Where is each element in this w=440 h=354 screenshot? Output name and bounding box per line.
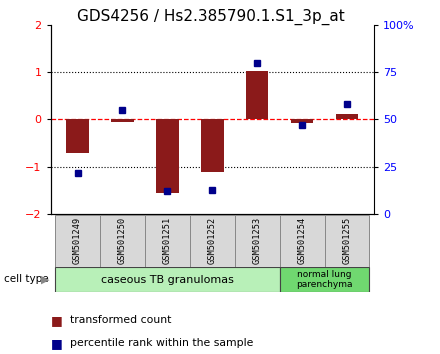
- Text: GSM501249: GSM501249: [73, 216, 82, 264]
- Text: GSM501252: GSM501252: [208, 216, 217, 264]
- FancyBboxPatch shape: [280, 267, 370, 292]
- Bar: [111, 119, 134, 122]
- Text: GSM501250: GSM501250: [118, 216, 127, 264]
- Text: cell type: cell type: [4, 274, 49, 284]
- FancyBboxPatch shape: [55, 215, 100, 267]
- Bar: [246, 71, 268, 119]
- FancyBboxPatch shape: [280, 215, 325, 267]
- FancyBboxPatch shape: [235, 215, 280, 267]
- FancyBboxPatch shape: [325, 215, 370, 267]
- Text: percentile rank within the sample: percentile rank within the sample: [70, 338, 254, 348]
- Text: normal lung
parenchyma: normal lung parenchyma: [297, 270, 353, 289]
- FancyBboxPatch shape: [190, 215, 235, 267]
- Text: ■: ■: [51, 314, 62, 327]
- FancyBboxPatch shape: [145, 215, 190, 267]
- Bar: [336, 114, 358, 119]
- Text: GSM501254: GSM501254: [297, 216, 307, 264]
- Text: GSM501251: GSM501251: [163, 216, 172, 264]
- Bar: [156, 119, 179, 193]
- Bar: [291, 119, 313, 123]
- Text: GSM501255: GSM501255: [343, 216, 352, 264]
- FancyBboxPatch shape: [55, 267, 280, 292]
- Text: GDS4256 / Hs2.385790.1.S1_3p_at: GDS4256 / Hs2.385790.1.S1_3p_at: [77, 9, 345, 25]
- Bar: [66, 119, 89, 153]
- Bar: [201, 119, 224, 172]
- Text: ■: ■: [51, 337, 62, 350]
- Text: caseous TB granulomas: caseous TB granulomas: [101, 275, 234, 285]
- Text: ▶: ▶: [41, 274, 49, 284]
- FancyBboxPatch shape: [100, 215, 145, 267]
- Text: transformed count: transformed count: [70, 315, 172, 325]
- Text: GSM501253: GSM501253: [253, 216, 262, 264]
